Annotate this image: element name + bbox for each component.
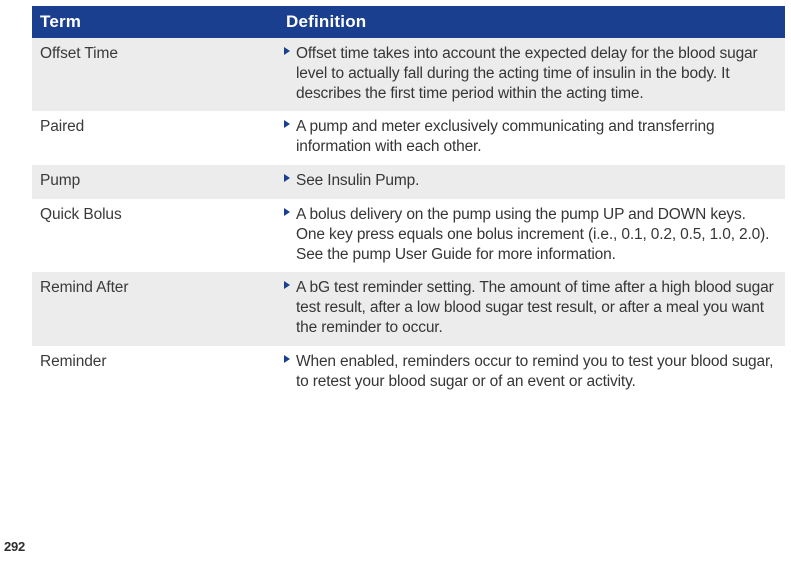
table-row: Quick Bolus A bolus delivery on the pump… <box>32 199 785 272</box>
table-row: Remind After A bG test reminder setting.… <box>32 272 785 345</box>
term-cell: Pump <box>32 165 278 199</box>
table-row: Paired A pump and meter exclusively comm… <box>32 111 785 165</box>
definition-cell: A bolus delivery on the pump using the p… <box>278 199 785 272</box>
term-cell: Paired <box>32 111 278 165</box>
term-cell: Reminder <box>32 346 278 400</box>
definition-cell: When enabled, reminders occur to remind … <box>278 346 785 400</box>
definition-text: When enabled, reminders occur to remind … <box>296 353 773 390</box>
definition-text: Offset time takes into account the expec… <box>296 45 758 102</box>
table-row: Reminder When enabled, reminders occur t… <box>32 346 785 400</box>
bullet-icon <box>284 120 290 128</box>
table-row: Pump See Insulin Pump. <box>32 165 785 199</box>
term-cell: Quick Bolus <box>32 199 278 272</box>
bullet-icon <box>284 281 290 289</box>
page: Term Definition Offset Time Offset time … <box>0 0 791 570</box>
bullet-icon <box>284 208 290 216</box>
definition-text: A pump and meter exclusively communicati… <box>296 118 714 155</box>
bullet-icon <box>284 47 290 55</box>
bullet-icon <box>284 355 290 363</box>
definition-cell: A pump and meter exclusively communicati… <box>278 111 785 165</box>
table-header-row: Term Definition <box>32 6 785 38</box>
page-number: 292 <box>4 539 25 554</box>
header-term: Term <box>32 6 278 38</box>
definition-text: See Insulin Pump. <box>296 172 419 189</box>
term-cell: Offset Time <box>32 38 278 111</box>
table-row: Offset Time Offset time takes into accou… <box>32 38 785 111</box>
definition-text: A bolus delivery on the pump using the p… <box>296 206 769 263</box>
bullet-icon <box>284 174 290 182</box>
term-cell: Remind After <box>32 272 278 345</box>
definition-cell: Offset time takes into account the expec… <box>278 38 785 111</box>
definition-text: A bG test reminder setting. The amount o… <box>296 279 774 336</box>
header-definition: Definition <box>278 6 785 38</box>
definition-cell: See Insulin Pump. <box>278 165 785 199</box>
definition-cell: A bG test reminder setting. The amount o… <box>278 272 785 345</box>
glossary-table: Term Definition Offset Time Offset time … <box>32 6 785 400</box>
